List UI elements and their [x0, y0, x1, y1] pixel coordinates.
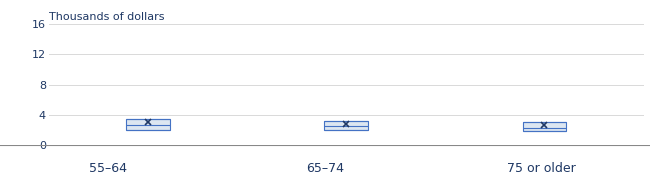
- FancyBboxPatch shape: [324, 121, 368, 130]
- Text: 55–64: 55–64: [89, 162, 127, 175]
- Text: 75 or older: 75 or older: [507, 162, 576, 175]
- Text: 65–74: 65–74: [306, 162, 344, 175]
- Text: Thousands of dollars: Thousands of dollars: [49, 12, 164, 22]
- FancyBboxPatch shape: [523, 122, 566, 132]
- FancyBboxPatch shape: [126, 119, 170, 130]
